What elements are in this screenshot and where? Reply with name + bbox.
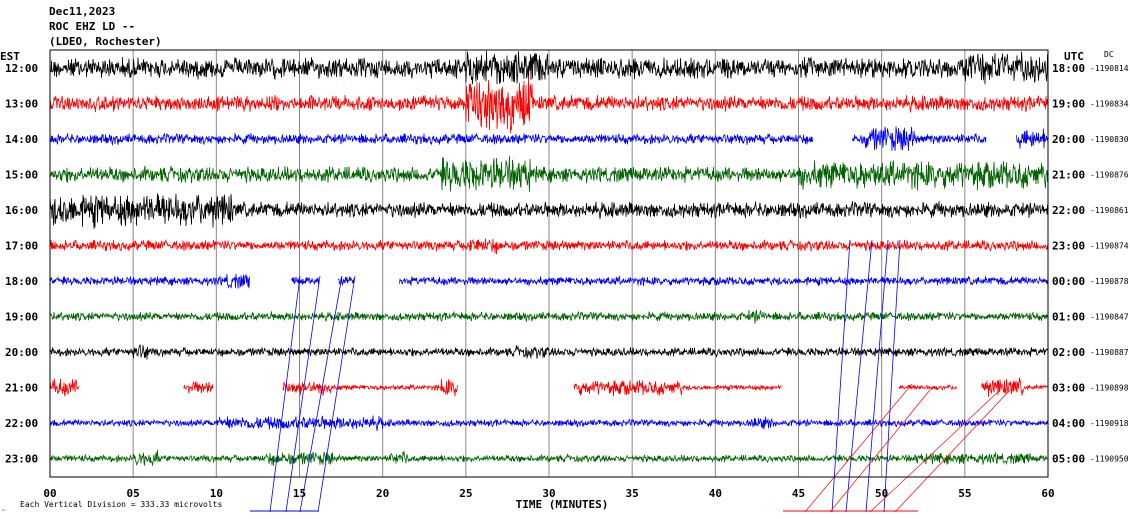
x-axis-title: TIME (MINUTES) [516, 498, 609, 511]
x-tick-label: 25 [459, 487, 472, 500]
trace-1800 [50, 273, 1049, 289]
dc-offset: -1190878 [1090, 277, 1129, 286]
utc-hour-label: 22:00 [1052, 204, 1085, 217]
utc-hour-label: 01:00 [1052, 311, 1085, 324]
tick-streak-artifacts [250, 239, 1011, 513]
blue-streak [269, 275, 301, 513]
blue-streak [317, 275, 356, 513]
dc-offset: -1190847 [1090, 313, 1129, 322]
x-tick-label: 40 [709, 487, 722, 500]
utc-hour-label: 00:00 [1052, 275, 1085, 288]
trace-2100 [49, 377, 1049, 397]
est-hour-label: 19:00 [5, 311, 38, 324]
dc-label: DC [1104, 50, 1114, 59]
est-hour-label: 21:00 [5, 382, 38, 395]
dc-offset: -1190950 [1090, 455, 1129, 464]
est-hour-label: 23:00 [5, 453, 38, 466]
x-tick-label: 20 [376, 487, 389, 500]
blue-streak [299, 275, 343, 513]
trace-1600 [49, 193, 1049, 229]
hour-labels: 12:00 18:00 -1190814 13:00 19:00 -1190834 14:0… [5, 62, 1129, 466]
x-tick-label: 05 [127, 487, 140, 500]
red-streak [804, 383, 913, 513]
blue-streak [865, 239, 889, 513]
blue-streak [831, 239, 851, 513]
est-hour-label: 20:00 [5, 346, 38, 359]
blue-streak [845, 239, 873, 513]
dc-offset: -1190898 [1090, 384, 1129, 393]
dc-offset: -1190876 [1090, 171, 1129, 180]
header-date: Dec11,2023 [49, 5, 115, 18]
trace-2200 [49, 415, 1049, 431]
trace-1300 [49, 75, 1049, 134]
dc-offset: -1190887 [1090, 348, 1129, 357]
utc-hour-label: 04:00 [1052, 417, 1085, 430]
x-tick-label: 50 [875, 487, 888, 500]
dc-offset: -1190814 [1090, 64, 1129, 73]
est-hour-label: 17:00 [5, 240, 38, 253]
left-axis-label: EST [0, 50, 20, 63]
trace-1700 [49, 238, 1049, 255]
est-hour-label: 12:00 [5, 62, 38, 75]
blue-streak [285, 275, 321, 513]
dc-offset: -1190834 [1090, 100, 1129, 109]
utc-hour-label: 02:00 [1052, 346, 1085, 359]
red-streak [894, 389, 1011, 513]
utc-hour-label: 21:00 [1052, 169, 1085, 182]
est-hour-label: 15:00 [5, 169, 38, 182]
red-streak [869, 389, 1001, 513]
trace-2300 [49, 449, 1049, 466]
x-tick-label: 10 [210, 487, 223, 500]
header-location: (LDEO, Rochester) [49, 35, 162, 48]
trace-1200 [49, 50, 1049, 85]
dc-offset: -1190861 [1090, 206, 1129, 215]
trace-1500 [49, 156, 1049, 192]
seismic-traces [49, 50, 1049, 466]
dc-offset: -1190918 [1090, 419, 1129, 428]
minute-gridlines [132, 50, 966, 477]
utc-hour-label: 20:00 [1052, 133, 1085, 146]
x-tick-label: 35 [626, 487, 639, 500]
utc-hour-label: 18:00 [1052, 62, 1085, 75]
x-tick-label: 45 [792, 487, 805, 500]
est-hour-label: 13:00 [5, 98, 38, 111]
corner-mark: ‸ [2, 502, 5, 511]
est-hour-label: 18:00 [5, 275, 38, 288]
x-tick-label: 60 [1041, 487, 1054, 500]
x-tick-label: 30 [542, 487, 555, 500]
header-station: ROC EHZ LD -- [49, 20, 135, 33]
trace-1400 [49, 126, 1049, 152]
x-tick-label: 15 [293, 487, 306, 500]
red-streak [829, 389, 931, 513]
est-hour-label: 14:00 [5, 133, 38, 146]
x-tick-label: 55 [958, 487, 971, 500]
blue-streak [883, 239, 901, 513]
x-tick-labels: 00 05 10 15 20 25 30 35 40 45 50 55 60 [43, 487, 1054, 500]
scale-note: Each Vertical Division = 333.33 microvol… [20, 500, 222, 509]
utc-hour-label: 19:00 [1052, 98, 1085, 111]
dc-offset: -1190830 [1090, 135, 1129, 144]
utc-hour-label: 05:00 [1052, 453, 1085, 466]
est-hour-label: 22:00 [5, 417, 38, 430]
trace-2000 [49, 343, 1049, 360]
plot-frame [49, 49, 1049, 478]
utc-hour-label: 03:00 [1052, 382, 1085, 395]
right-axis-label: UTC [1064, 50, 1084, 63]
dc-offset: -1190874 [1090, 242, 1129, 251]
est-hour-label: 16:00 [5, 204, 38, 217]
x-tick-label: 00 [43, 487, 56, 500]
utc-hour-label: 23:00 [1052, 240, 1085, 253]
